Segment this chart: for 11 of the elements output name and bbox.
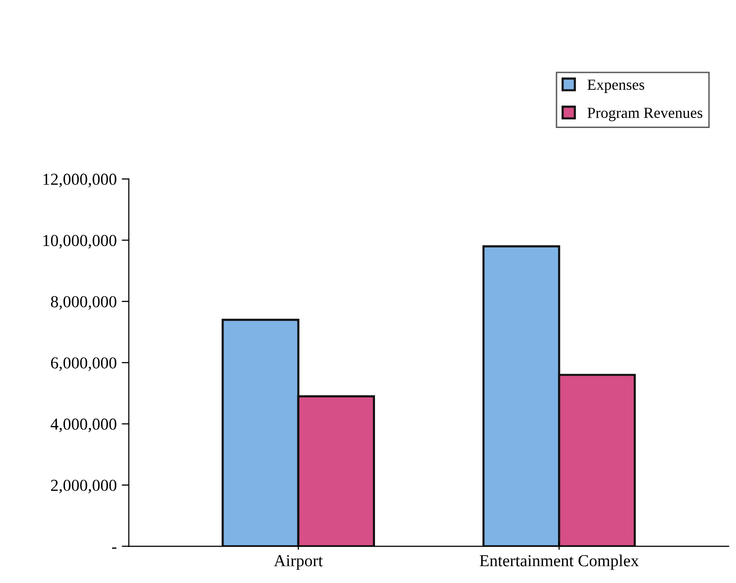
y-tick-label: 10,000,000	[43, 234, 116, 249]
y-tick-label: 2,000,000	[51, 480, 116, 494]
y-tick-label: 12,000,000	[43, 174, 116, 188]
y-tick-label: 4,000,000	[50, 418, 116, 432]
y-tick-label: 6,000,000	[51, 357, 116, 371]
legend-label: Expenses	[588, 80, 644, 93]
legend-label: Program Revenues	[588, 108, 702, 122]
y-tick-label: -	[112, 548, 116, 549]
x-tick-label: Airport	[274, 555, 323, 570]
x-tick-label: Entertainment Complex	[480, 554, 639, 570]
y-tick-label: 8,000,000	[50, 296, 116, 310]
